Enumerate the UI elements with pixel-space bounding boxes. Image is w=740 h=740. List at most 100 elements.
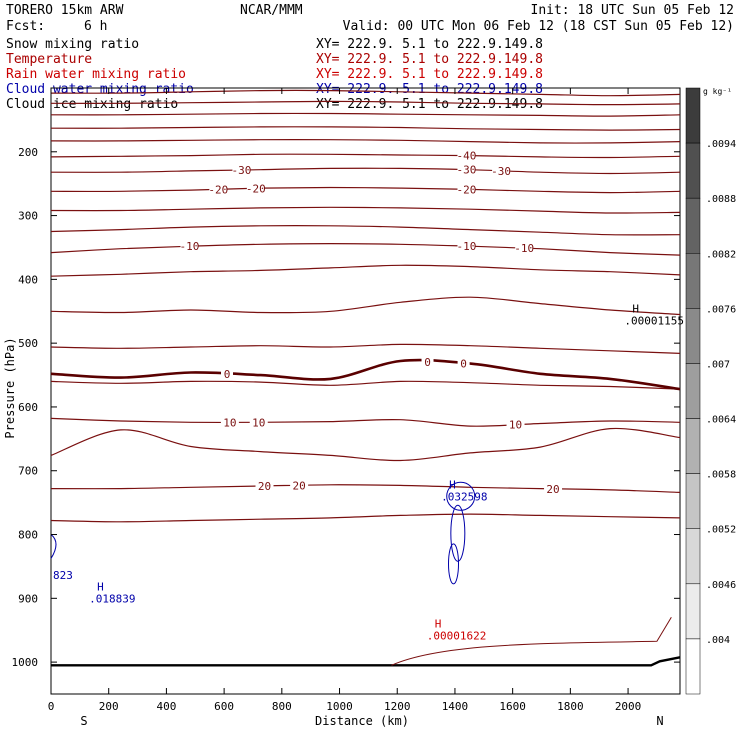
contour-label: -30 [491, 165, 511, 178]
colorbar: .0094 .0088 .0082 .0076 .007 .0064 .0058 .0052.… [685, 87, 736, 695]
legend-item-name: Temperature [6, 52, 92, 67]
contour-label-bg [457, 357, 470, 369]
contour-label-bg [492, 164, 511, 176]
x-tick-label: 1200 [384, 700, 411, 713]
colorbar-label: .0052 [706, 525, 736, 536]
temperature-contour [50, 484, 681, 493]
contour-label: -20 [246, 182, 266, 195]
contour-label-bg [180, 240, 199, 252]
contour-label-bg [544, 482, 563, 494]
freezing-level-label: 0 [424, 356, 431, 369]
max-marker: H [632, 303, 639, 316]
init-time: Init: 18 UTC Sun 05 Feb 12 [531, 3, 735, 18]
freezing-level-label: 0 [224, 368, 231, 381]
temperature-contour [50, 513, 681, 523]
x-tick-label: 1400 [442, 700, 469, 713]
temperature-contour [50, 380, 681, 390]
contour-label-bg [457, 240, 476, 252]
x-tick-label: 400 [156, 700, 176, 713]
colorbar-label: .0076 [706, 304, 736, 315]
legend-item-name: Snow mixing ratio [6, 37, 139, 52]
x-tick-label: 200 [99, 700, 119, 713]
colorbar-swatch [685, 583, 701, 640]
contour-label: 10 [252, 416, 265, 429]
contour-label: -10 [457, 240, 477, 253]
x-tick-label: 1000 [326, 700, 353, 713]
contour-label: -10 [180, 240, 200, 253]
temperature-contour [50, 126, 681, 131]
x-axis-label: Distance (km) [315, 714, 409, 728]
contour-label: 10 [509, 418, 522, 431]
temperature-contour [50, 112, 681, 117]
temperature-contour [50, 89, 681, 97]
contour-label-bg [515, 242, 534, 254]
rain-water-contour [391, 617, 672, 666]
y-tick-label: 500 [18, 337, 38, 350]
contour-label-bg [421, 356, 434, 368]
x-tick-label: 800 [272, 700, 292, 713]
max-value-label: .018839 [89, 593, 135, 606]
colorbar-swatch [685, 473, 701, 529]
colorbar-swatch [685, 197, 701, 254]
contour-label: 10 [223, 416, 236, 429]
colorbar-label: .0088 [706, 194, 736, 205]
cloud-water-contour [448, 543, 460, 585]
contour-label: 20 [546, 483, 559, 496]
contour-label: -20 [208, 183, 228, 196]
temperature-contour [50, 296, 681, 316]
y-axis-label: Pressure (hPa) [3, 337, 17, 438]
temperature-contour [50, 427, 681, 462]
colorbar-label: .0058 [706, 470, 736, 481]
max-value-label: .032598 [441, 491, 487, 504]
y-tick-label: 900 [18, 592, 38, 605]
x-tick-label: 2000 [615, 700, 642, 713]
colorbar-label: .0064 [706, 415, 736, 426]
forecast-label: Fcst: [6, 19, 45, 34]
x-tick-label: 600 [214, 700, 234, 713]
plot-frame [50, 87, 681, 695]
colorbar-label: .0046 [706, 580, 736, 591]
contour-label-bg [290, 479, 309, 491]
x-tick-label: 1800 [557, 700, 584, 713]
cloud-water-contour [50, 534, 57, 559]
temperature-contour [50, 139, 681, 144]
colorbar-label: .004 [706, 635, 730, 646]
temperature-contour [50, 242, 681, 256]
temperature-contour [50, 225, 681, 236]
contour-label-bg [255, 479, 274, 491]
legend-item-name: Rain water mixing ratio [6, 67, 186, 82]
y-tick-label: 200 [18, 146, 38, 159]
temperature-contour [50, 186, 681, 194]
x-tick-label: 1600 [499, 700, 526, 713]
colorbar-label: .0082 [706, 249, 736, 260]
y-tick-label: 600 [18, 401, 38, 414]
temperature-contour [50, 264, 681, 277]
colorbar-swatch [685, 418, 701, 474]
contour-label: -30 [231, 164, 251, 177]
legend-item-name: Cloud water mixing ratio [6, 82, 194, 97]
legend-item-name: Cloud ice mixing ratio [6, 97, 178, 112]
south-end-label: S [80, 714, 87, 728]
contour-label-bg [457, 163, 476, 175]
temperature-contour [50, 417, 681, 427]
y-tick-label: 800 [18, 529, 38, 542]
colorbar-swatch [685, 253, 701, 309]
colorbar-swatch [685, 363, 701, 419]
y-tick-label: 700 [18, 465, 38, 478]
contour-label-bg [221, 367, 234, 379]
contour-label-bg [457, 183, 476, 195]
contour-label-bg [506, 418, 525, 430]
contour-label: -40 [457, 150, 477, 163]
max-marker: H [449, 479, 456, 492]
contour-label: -20 [457, 183, 477, 196]
legend-item-xy: XY= 222.9. 5.1 to 222.9.149.8 [316, 37, 543, 52]
cloud-water-contour [446, 481, 476, 511]
freezing-level-contour [50, 358, 681, 391]
temperature-contour [50, 100, 681, 106]
max-marker: H [97, 581, 104, 594]
valid-time: Valid: 00 UTC Mon 06 Feb 12 (18 CST Sun … [343, 19, 734, 34]
contour-label: 20 [258, 480, 271, 493]
colorbar-swatch [685, 638, 701, 695]
